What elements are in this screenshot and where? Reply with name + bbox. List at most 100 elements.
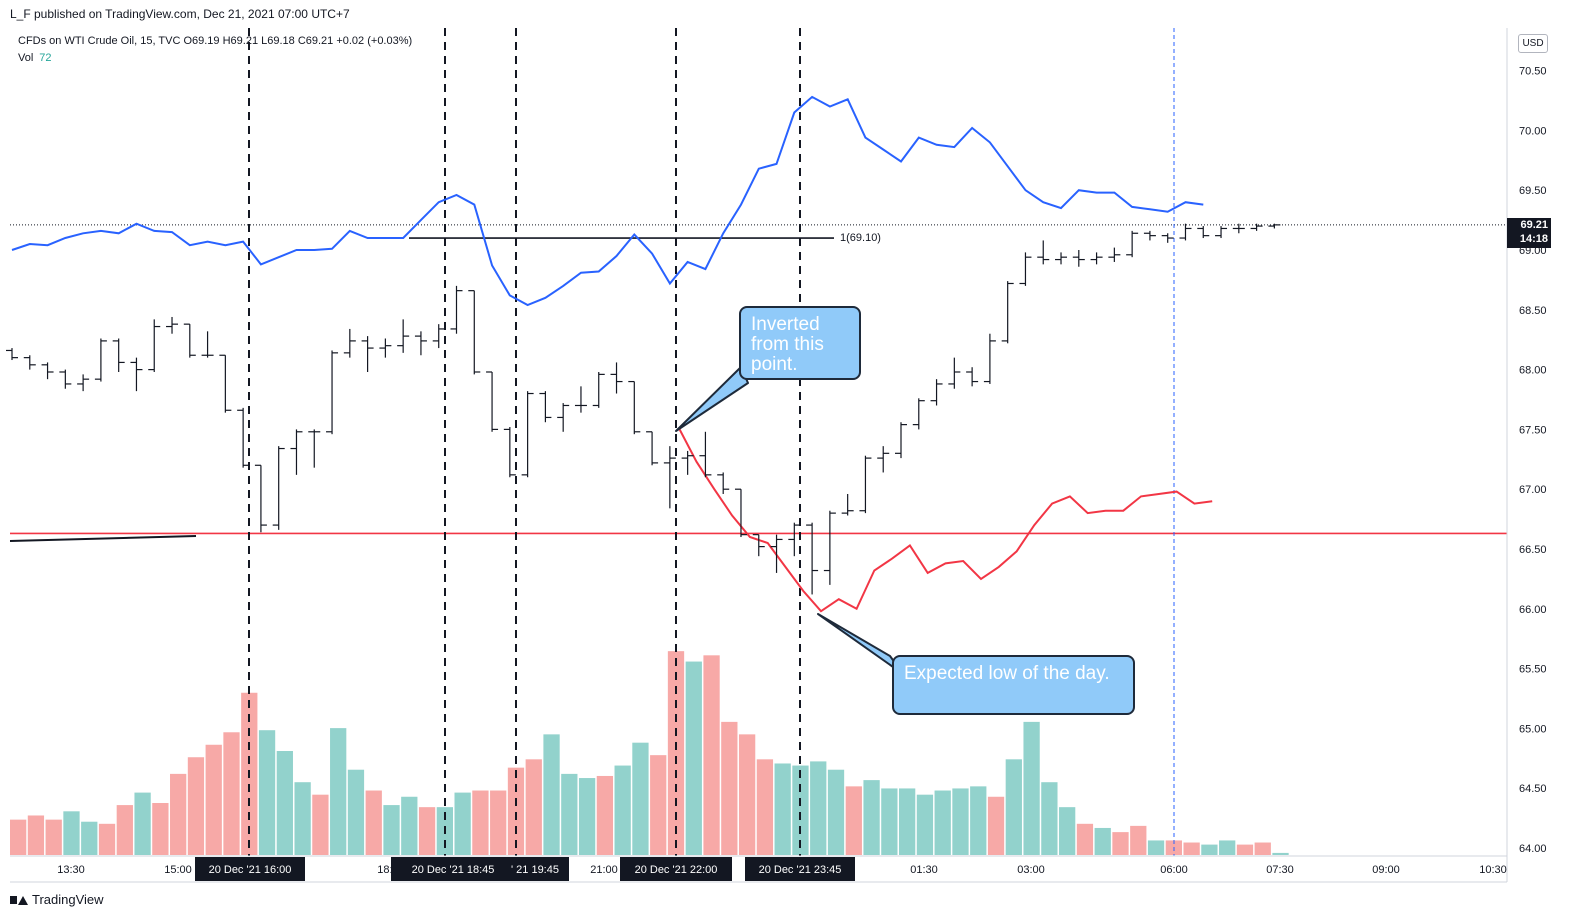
volume-bar [827,769,845,855]
ohlc-bar [379,338,392,358]
volume-bar [667,651,685,855]
callout-inverted[interactable]: Inverted from this point. [739,306,861,380]
currency-button[interactable]: USD [1518,34,1548,53]
volume-bar [1272,852,1289,855]
x-tick-label: 07:30 [1266,864,1294,876]
volume-bar [1219,840,1236,855]
volume-bar [1059,807,1076,855]
time-highlight-box [501,857,569,881]
ohlc-bar [219,354,232,413]
volume-bar [881,788,898,855]
ohlc-bar [770,534,783,573]
ohlc-bar [503,427,516,478]
ohlc-bar [6,348,18,361]
ohlc-bar [166,316,179,334]
footer-brand-label: TradingView [32,892,104,907]
tradingview-logo-icon [10,894,28,906]
ohlc-bar [183,323,196,358]
ohlc-bar [841,493,854,516]
volume-bar [63,811,80,855]
price-bars-layer [6,223,1281,595]
ohlc-bar [1232,223,1245,234]
volume-bar [1112,832,1129,855]
ohlc-bar [397,319,410,353]
volume-legend[interactable]: Vol 72 [18,52,52,64]
ohlc-bar [1019,252,1032,286]
volume-bar [632,742,649,855]
y-tick-label: 66.50 [1519,544,1547,556]
annotation-layer [675,366,904,675]
y-tick-label: 68.00 [1519,365,1547,377]
y-tick-label: 64.00 [1519,843,1547,855]
ohlc-bar [237,407,250,468]
ohlc-bar [663,446,676,509]
ohlc-bar [308,429,321,468]
ohlc-bar [130,357,143,392]
symbol-legend[interactable]: CFDs on WTI Crude Oil, 15, TVC O69.19 H6… [18,35,413,47]
y-tick-label: 69.00 [1519,245,1547,257]
ohlc-bar [1250,223,1263,231]
time-highlight-label: 20 Dec '21 18:45 [412,864,495,876]
ohlc-bar [823,510,836,585]
ohlc-bar [1197,226,1210,239]
ohlc-bar [77,374,90,392]
ohlc-bar [859,455,872,514]
volume-bar [738,734,756,855]
ohlc-bar [1179,223,1192,241]
x-tick-label: 06:00 [1160,864,1188,876]
volume-bar [1094,827,1111,855]
bar-countdown: 14:18 [1519,233,1548,245]
volume-bar [312,794,329,855]
volume-bar [116,805,133,855]
ohlc-bar [717,472,730,494]
volume-bar [614,765,631,855]
y-tick-label: 65.00 [1519,723,1547,735]
ohlc-bar [646,431,659,466]
x-tick-label: 09:00 [1372,864,1400,876]
ohlc-bar [628,380,641,435]
volume-bar [650,755,667,855]
ohlc-bar [468,290,481,375]
volume-bar [916,794,934,855]
volume-layer [10,651,1289,855]
volume-bar [10,819,27,855]
reference-line-label: 1(69.10) [840,232,881,244]
volume-bar [1076,823,1094,855]
y-tick-label: 67.50 [1519,424,1547,436]
volume-bar [1201,844,1218,855]
red-series-line [678,428,1213,613]
callout-expected-low[interactable]: Expected low of the day. [892,655,1135,715]
volume-label: Vol [18,52,34,64]
volume-bar [1183,842,1200,855]
volume-bar [152,803,169,855]
y-tick-label: 67.00 [1519,484,1547,496]
ohlc-bar [1108,247,1121,262]
y-tick-label: 70.00 [1519,125,1547,137]
ohlc-bar [59,369,72,389]
volume-bar [383,805,400,855]
volume-bar [596,775,614,855]
volume-bar [845,786,862,855]
callout-expected-low-pointer [817,613,904,675]
time-highlight-box [745,857,855,881]
time-highlight-box [195,857,305,881]
ohlc-bar [1072,250,1085,267]
volume-bar [45,819,62,855]
ohlc-bar [450,285,463,334]
ohlc-bar [1037,240,1050,265]
last-price-value: 69.21 [1520,219,1548,231]
ohlc-bar [272,446,285,530]
volume-bar [330,728,347,855]
axis-layer: 70.50 70.00 69.50 69.00 68.50 68.00 67.50 67.00… [10,28,1547,883]
ohlc-bar [788,522,801,557]
ohlc-bar [254,464,267,533]
volume-bar [1041,782,1058,855]
volume-bar [703,655,720,855]
ohlc-bar [23,355,36,370]
ohlc-bar [41,362,54,380]
volume-bar [987,796,1005,855]
footer-brand[interactable]: TradingView [10,892,104,907]
x-tick-label: 03:00 [1017,864,1045,876]
ohlc-bar [699,431,712,478]
